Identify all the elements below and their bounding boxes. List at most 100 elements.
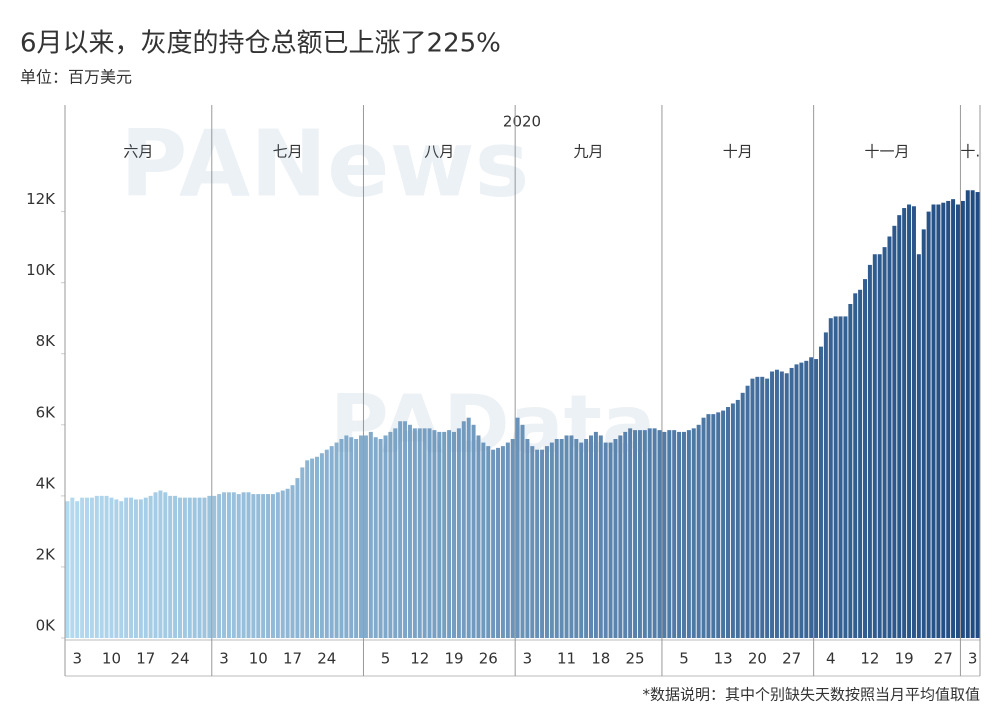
bar [789, 367, 794, 638]
bar [124, 497, 129, 638]
month-label: 十. [960, 143, 980, 161]
bar [65, 501, 70, 638]
bar [344, 435, 349, 638]
bar [329, 446, 334, 638]
bar [339, 439, 344, 638]
bar [476, 435, 481, 638]
bar [207, 495, 212, 638]
x-tick-label: 5 [679, 650, 689, 668]
bar [921, 229, 926, 638]
bar [931, 204, 936, 638]
bar [94, 495, 99, 638]
x-tick-label: 4 [826, 650, 836, 668]
x-tick-label: 19 [895, 650, 914, 668]
bar [246, 492, 251, 638]
bar [104, 495, 109, 638]
bar [133, 499, 138, 638]
chart-title: 6月以来，灰度的持仓总额已上涨了225% [20, 29, 501, 59]
bar [422, 428, 427, 638]
bar [182, 497, 187, 638]
bar [721, 410, 726, 638]
y-tick-label: 4K [36, 474, 57, 492]
bar [153, 492, 158, 638]
bar [447, 430, 452, 638]
bar [799, 362, 804, 638]
bar [300, 467, 305, 638]
bar [168, 495, 173, 638]
bar [711, 414, 716, 638]
bar [427, 428, 432, 638]
y-tick-label: 6K [36, 403, 57, 421]
x-tick-label: 20 [748, 650, 767, 668]
watermark-group: PANews PAData [120, 110, 656, 471]
bar [686, 430, 691, 638]
bar [902, 208, 907, 638]
x-tick-label: 3 [72, 650, 82, 668]
bar [696, 424, 701, 638]
bar [887, 236, 892, 638]
bar [618, 435, 623, 638]
bar [584, 439, 589, 638]
bar [177, 497, 182, 638]
bar [872, 254, 877, 639]
bar [192, 497, 197, 638]
bar [75, 501, 80, 638]
month-label: 八月 [424, 143, 454, 161]
y-tick-label: 8K [36, 332, 57, 350]
bar [628, 428, 633, 638]
bar [359, 435, 364, 638]
bar [452, 431, 456, 638]
bar [716, 412, 721, 638]
month-label: 十月 [723, 143, 753, 161]
bar [275, 492, 280, 638]
bar [809, 357, 814, 638]
x-tick-label: 19 [444, 650, 463, 668]
x-tick-label: 24 [317, 650, 336, 668]
y-tick-label: 10K [26, 261, 56, 279]
bar [535, 449, 540, 638]
bar [481, 442, 486, 638]
bar [486, 446, 491, 638]
bar [755, 376, 760, 638]
bar [853, 293, 858, 638]
bar [471, 424, 476, 638]
bar [706, 414, 711, 638]
bar [212, 495, 217, 638]
bar [848, 303, 853, 638]
bar [897, 215, 902, 639]
bar [892, 225, 897, 638]
watermark: PANews [120, 110, 529, 217]
bar [393, 428, 398, 638]
bar [412, 428, 417, 638]
bar [290, 485, 295, 638]
bar [197, 497, 202, 638]
bar [442, 431, 447, 638]
bar [916, 254, 921, 639]
bar [730, 403, 735, 638]
month-label: 六月 [123, 143, 153, 161]
bar [241, 492, 246, 638]
y-tick-label: 2K [36, 545, 57, 563]
bar [163, 492, 168, 638]
bar [363, 435, 368, 638]
bar [148, 495, 153, 638]
bar [466, 417, 471, 638]
bar [863, 279, 868, 638]
bar [222, 492, 227, 638]
x-tick-label: 12 [860, 650, 879, 668]
bar [858, 289, 863, 638]
x-tick-label: 13 [714, 650, 733, 668]
bar [515, 417, 520, 638]
bar [461, 421, 466, 638]
bar [510, 439, 515, 638]
bar [941, 202, 946, 638]
bar [314, 456, 319, 638]
bar [129, 497, 134, 638]
bar [828, 318, 833, 638]
year-label: 2020 [503, 113, 541, 131]
bar [70, 497, 75, 638]
bar [187, 497, 192, 638]
bar [598, 435, 603, 638]
bar [677, 431, 682, 638]
bar [911, 206, 916, 638]
